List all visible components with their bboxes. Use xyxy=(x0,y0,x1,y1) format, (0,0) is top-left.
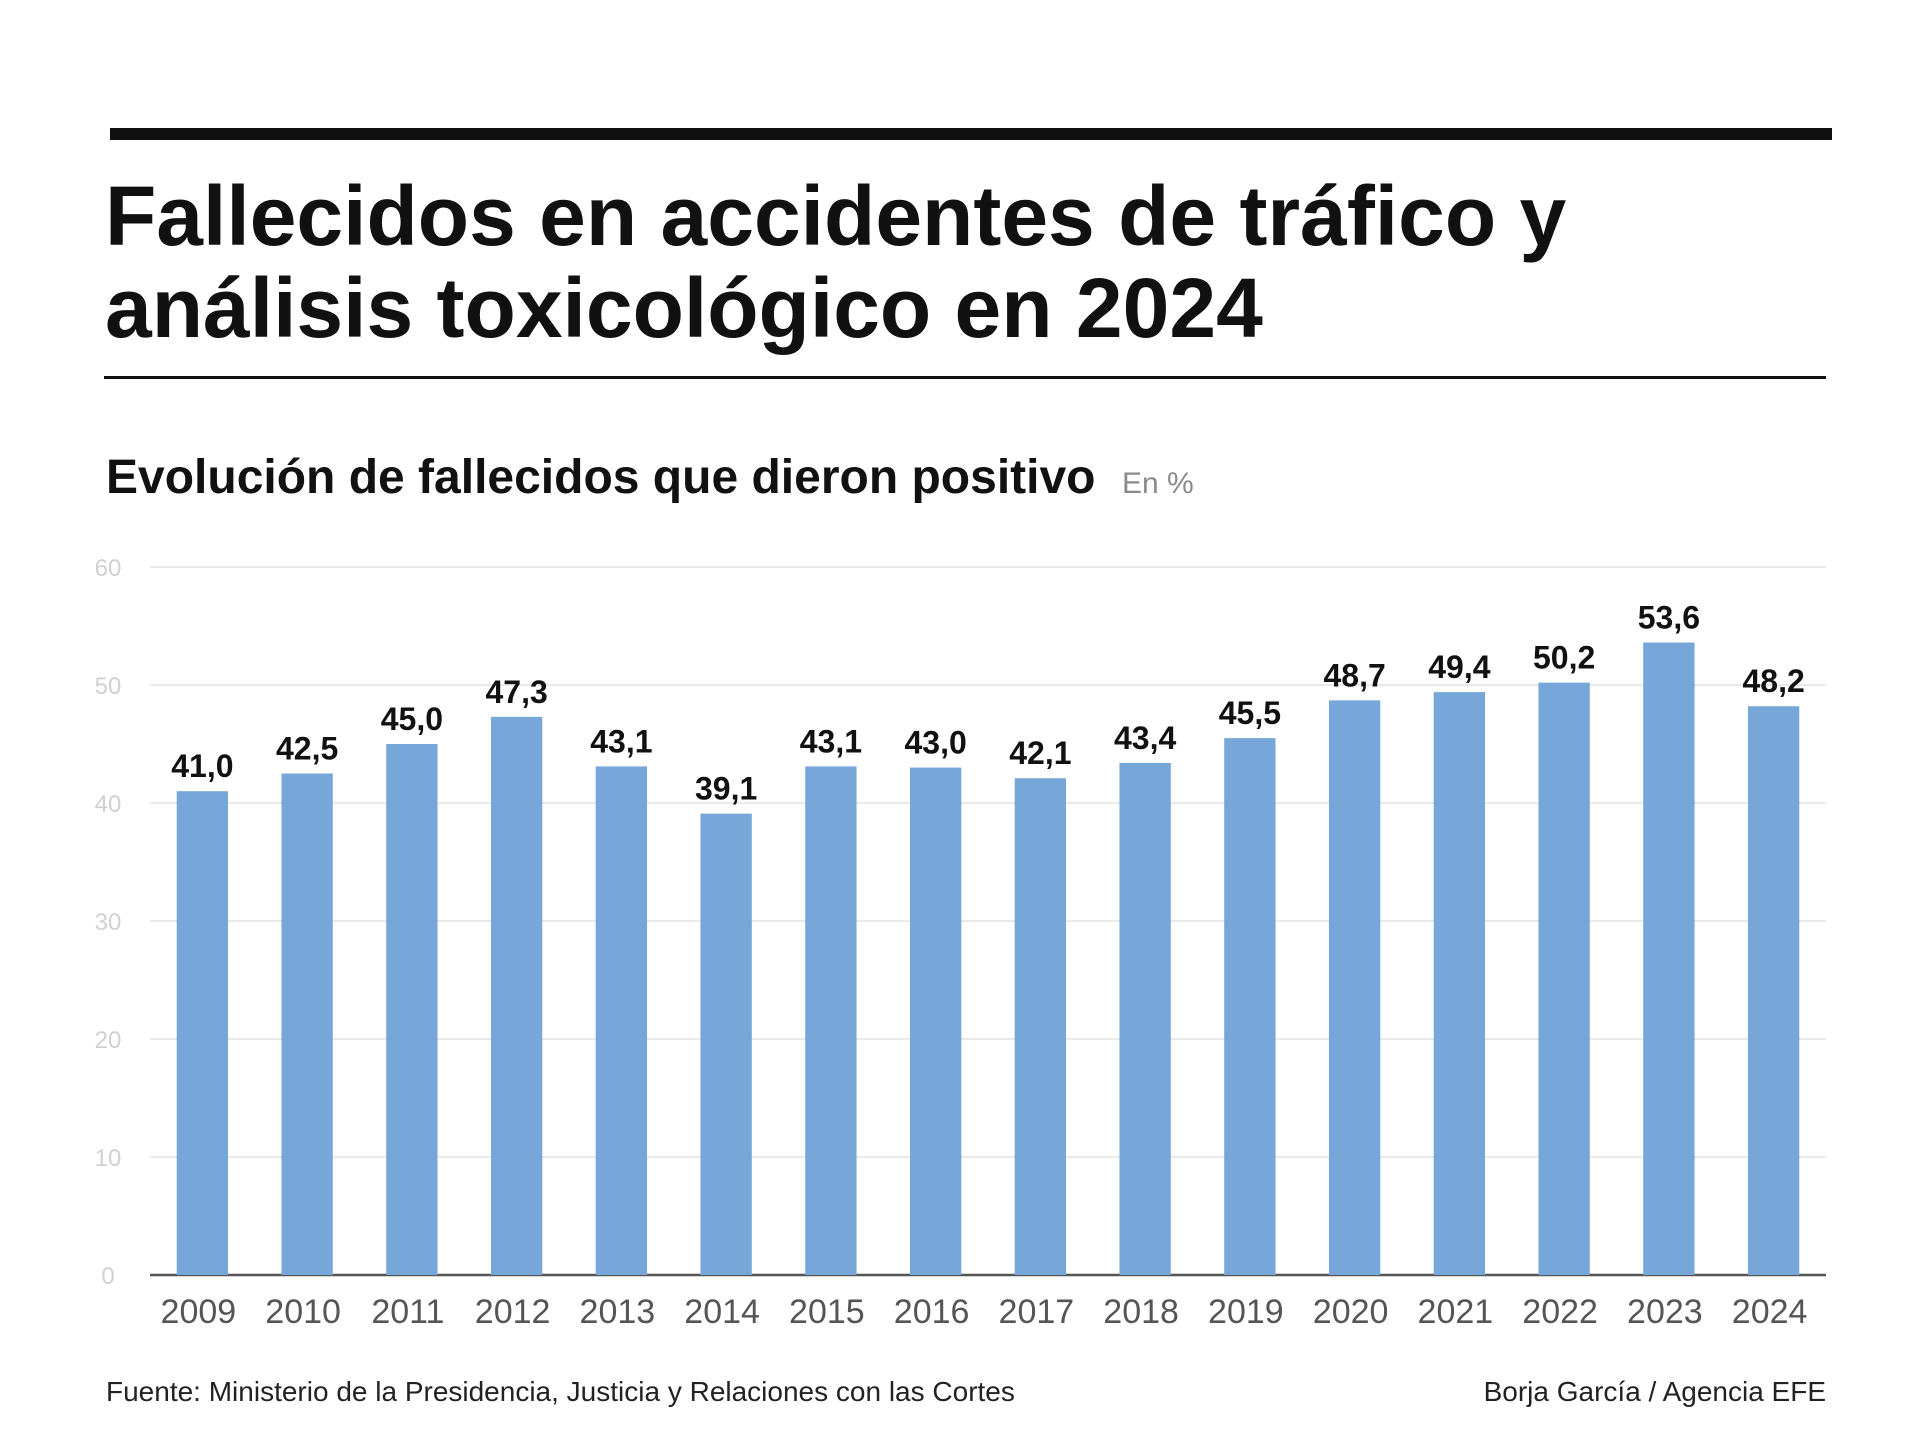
bar xyxy=(595,766,648,1275)
chart-header: Evolución de fallecidos que dieron posit… xyxy=(106,450,1194,505)
x-tick-label: 2024 xyxy=(1732,1293,1808,1331)
y-tick-label: 10 xyxy=(95,1145,122,1172)
bar xyxy=(490,716,543,1275)
bar xyxy=(1014,778,1067,1275)
page-title: Fallecidos en accidentes de tráfico y an… xyxy=(105,170,1805,354)
x-tick-label: 2011 xyxy=(371,1293,444,1331)
x-tick-label: 2022 xyxy=(1522,1293,1598,1331)
data-label: 43,4 xyxy=(1114,720,1176,756)
data-label: 47,3 xyxy=(485,674,547,710)
page-title-line-2: análisis toxicológico en 2024 xyxy=(105,261,1263,355)
data-label: 39,1 xyxy=(695,771,757,807)
data-label: 53,6 xyxy=(1638,600,1700,636)
x-tick-label: 2021 xyxy=(1418,1293,1494,1331)
x-tick-label: 2020 xyxy=(1313,1293,1389,1331)
bar xyxy=(1643,642,1695,1275)
data-label: 48,7 xyxy=(1323,657,1385,693)
page-title-line-1: Fallecidos en accidentes de tráfico y xyxy=(105,169,1567,263)
data-label: 48,2 xyxy=(1742,663,1804,699)
unit-label: En % xyxy=(1121,467,1194,500)
data-label: 42,1 xyxy=(1009,735,1071,771)
bar xyxy=(1538,682,1590,1275)
top-rule xyxy=(110,128,1832,140)
x-tick-label: 2019 xyxy=(1208,1293,1284,1331)
x-tick-label: 2012 xyxy=(475,1293,551,1331)
bar xyxy=(909,767,962,1275)
data-label: 45,5 xyxy=(1219,695,1281,731)
bar xyxy=(1119,762,1171,1275)
y-tick-label: 40 xyxy=(95,791,122,818)
bar xyxy=(386,744,438,1275)
data-label: 50,2 xyxy=(1533,640,1595,676)
data-label: 43,0 xyxy=(904,725,966,761)
data-label: 49,4 xyxy=(1428,649,1490,685)
chart-subtitle: Evolución de fallecidos que dieron posit… xyxy=(106,451,1096,504)
x-tick-label: 2014 xyxy=(684,1293,760,1331)
bar-chart: 0 10 20 30 40 50 60 41,0 2009 42,5 2010 45,0 2011 47… xyxy=(95,555,1826,1331)
y-tick-label: 0 xyxy=(101,1263,114,1290)
y-tick-label: 60 xyxy=(95,555,122,582)
y-tick-label: 20 xyxy=(95,1027,122,1054)
x-tick-label: 2013 xyxy=(580,1293,656,1331)
data-label: 45,0 xyxy=(381,701,443,737)
y-tick-label: 30 xyxy=(95,909,122,936)
bar xyxy=(700,813,752,1275)
bar xyxy=(1747,706,1800,1275)
bar xyxy=(1433,692,1486,1275)
source-note: Fuente: Ministerio de la Presidencia, Ju… xyxy=(106,1376,1015,1407)
x-tick-label: 2016 xyxy=(894,1293,970,1331)
data-label: 42,5 xyxy=(276,731,338,767)
x-tick-label: 2009 xyxy=(161,1293,237,1331)
labels-layer: 41,0 2009 42,5 2010 45,0 2011 47,3 2012 43,1 2013… xyxy=(161,600,1808,1331)
bars-layer xyxy=(176,642,1800,1275)
bar xyxy=(1224,738,1276,1275)
data-label: 41,0 xyxy=(171,748,233,784)
data-label: 43,1 xyxy=(800,723,862,759)
bar xyxy=(805,766,857,1275)
x-tick-label: 2023 xyxy=(1627,1293,1703,1331)
bar xyxy=(1328,700,1381,1275)
x-tick-label: 2010 xyxy=(265,1293,341,1331)
x-tick-label: 2015 xyxy=(789,1293,865,1331)
y-tick-label: 50 xyxy=(95,673,122,700)
x-tick-label: 2017 xyxy=(999,1293,1075,1331)
data-label: 43,1 xyxy=(590,723,652,759)
bar xyxy=(281,773,333,1275)
title-rule xyxy=(104,376,1826,379)
x-tick-label: 2018 xyxy=(1103,1293,1179,1331)
bar xyxy=(176,791,229,1275)
credit-note: Borja García / Agencia EFE xyxy=(1483,1376,1826,1407)
